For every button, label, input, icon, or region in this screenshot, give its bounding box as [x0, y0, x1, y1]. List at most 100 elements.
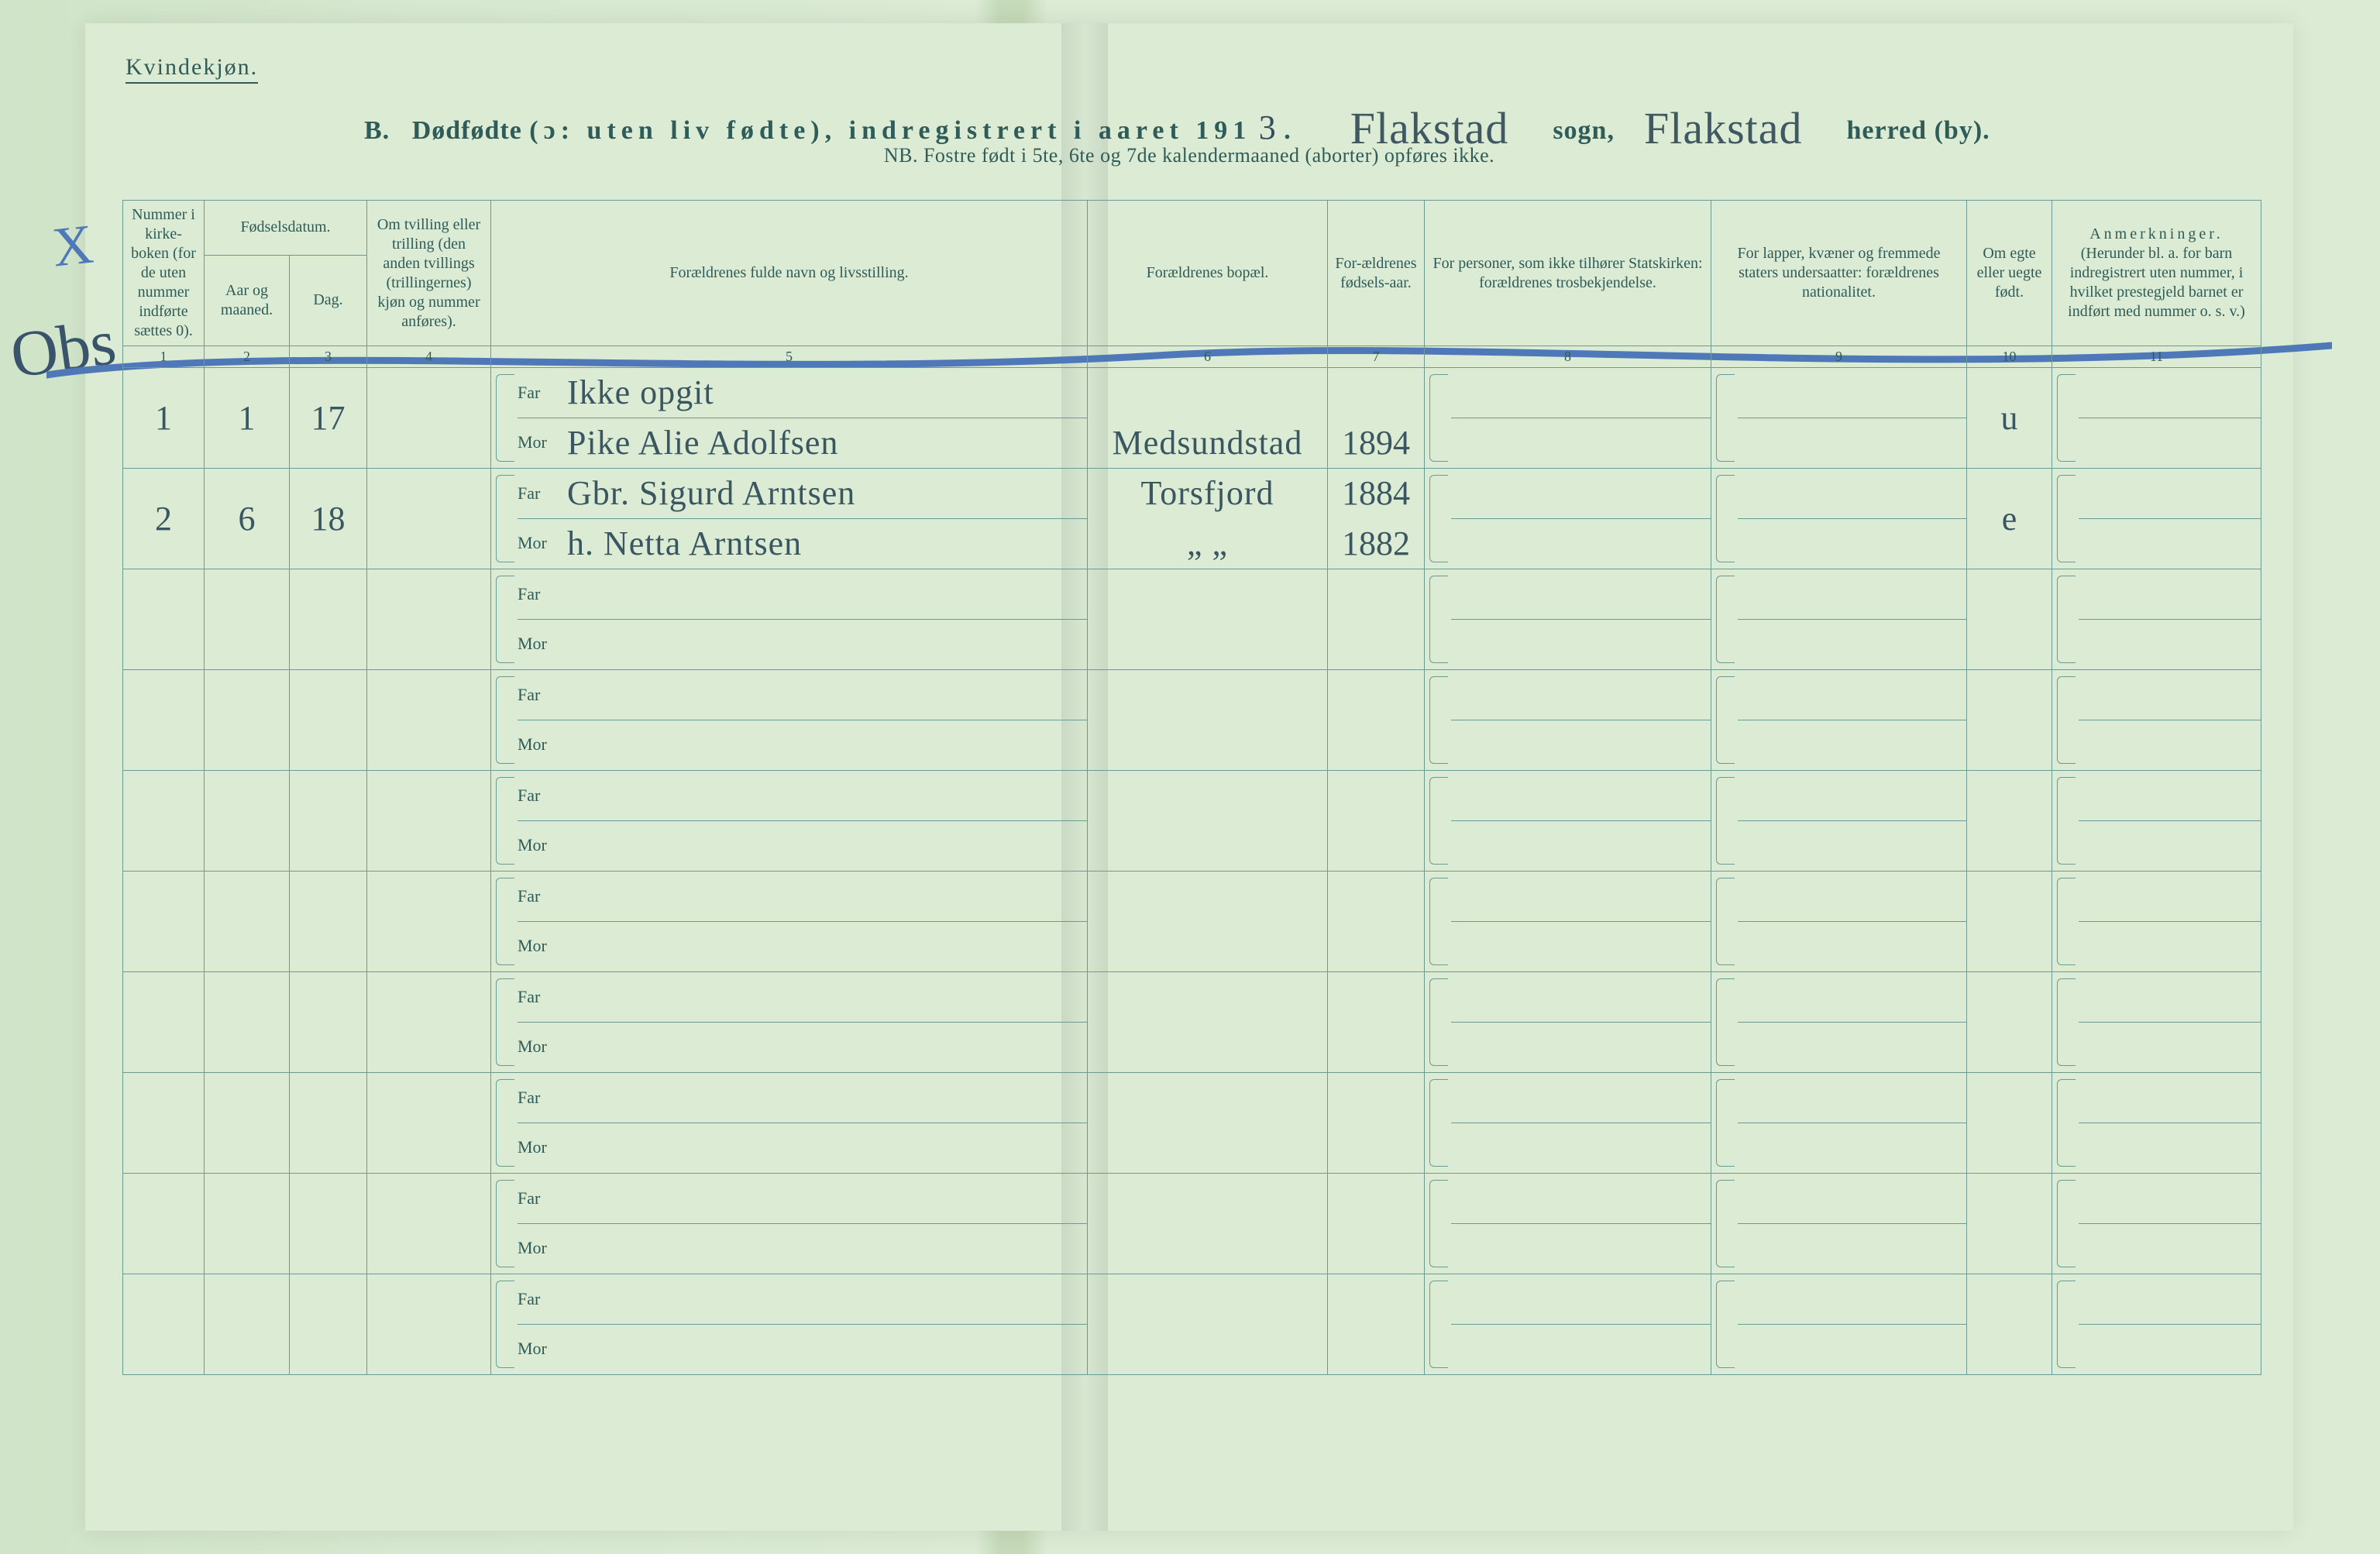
- cell: 1: [205, 367, 290, 468]
- cell: [1088, 1072, 1328, 1173]
- cell: Medsundstad: [1088, 367, 1328, 468]
- bracket-icon: [1429, 475, 1448, 562]
- cell: [290, 569, 367, 669]
- bracket-icon: [2057, 374, 2076, 462]
- col-header: Dag.: [290, 255, 367, 346]
- bracket-icon: [1716, 576, 1735, 663]
- col-header: For personer, som ikke tilhører Statskir…: [1425, 201, 1711, 346]
- col-num: 11: [2052, 346, 2261, 368]
- cell: [367, 367, 491, 468]
- col-header: Fødselsdatum.: [205, 201, 367, 256]
- bracket-icon: [496, 878, 514, 965]
- bracket-icon: [1429, 978, 1448, 1066]
- divider: [2079, 1223, 2261, 1224]
- table-row: 2618FarGbr. Sigurd ArntsenMorh. Netta Ar…: [123, 468, 2261, 569]
- table-row: 1117FarIkke opgitMorPike Alie AdolfsenMe…: [123, 367, 2261, 468]
- col-header: Om egte eller uegte født.: [1967, 201, 2052, 346]
- bracket-icon: [1716, 374, 1735, 462]
- ledger-page: Kvindekjøn. B. Dødfødte (ɔ: uten liv fød…: [85, 23, 2293, 1531]
- cell: [1711, 1173, 1967, 1274]
- cell: [2052, 468, 2261, 569]
- nb-note: NB. Fostre født i 5te, 6te og 7de kalend…: [85, 144, 2293, 167]
- divider: [1738, 820, 1966, 821]
- far-label: Far: [518, 383, 567, 403]
- bracket-icon: [1716, 1180, 1735, 1267]
- far-label: Far: [518, 685, 567, 705]
- cell: [1328, 1072, 1425, 1173]
- cell: [367, 770, 491, 871]
- cell: [205, 770, 290, 871]
- cell: [290, 1173, 367, 1274]
- cell-value: 1: [123, 398, 204, 438]
- col-num: 1: [123, 346, 205, 368]
- cell: [1967, 1274, 2052, 1374]
- parents-cell: Far Mor: [491, 871, 1088, 971]
- bracket-icon: [1716, 878, 1735, 965]
- cell: [123, 1072, 205, 1173]
- mor-label: Mor: [518, 936, 567, 956]
- cell: [1425, 569, 1711, 669]
- bracket-icon: [1716, 1281, 1735, 1368]
- col-num: 9: [1711, 346, 1967, 368]
- far-label: Far: [518, 987, 567, 1007]
- cell: [123, 971, 205, 1072]
- cell: [1328, 770, 1425, 871]
- bracket-icon: [1716, 676, 1735, 764]
- col-num: 5: [491, 346, 1088, 368]
- parents-cell: FarMor: [491, 1072, 1088, 1173]
- register-table: Nummer i kirke-boken (for de uten nummer…: [122, 200, 2261, 1375]
- cell: 2: [123, 468, 205, 569]
- cell: [2052, 669, 2261, 770]
- cell: [205, 569, 290, 669]
- cell: [205, 669, 290, 770]
- cell: [1328, 971, 1425, 1072]
- cell-value: u: [1967, 398, 2052, 438]
- bracket-icon: [496, 1079, 514, 1167]
- cell: 17: [290, 367, 367, 468]
- cell: [1088, 569, 1328, 669]
- margin-mark-obs: Obs: [6, 304, 121, 394]
- cell: [2052, 1274, 2261, 1374]
- cell: [1711, 770, 1967, 871]
- far-label: Far: [518, 1289, 567, 1309]
- cell-value: 1894: [1342, 423, 1410, 462]
- cell: 6: [205, 468, 290, 569]
- parents-cell: FarMor: [491, 770, 1088, 871]
- bracket-icon: [496, 1180, 514, 1267]
- cell: [205, 971, 290, 1072]
- title-dot: .: [1284, 116, 1291, 145]
- table-row: Far Mor: [123, 871, 2261, 971]
- far-label: Far: [518, 483, 567, 504]
- col-header: Forældrenes fulde navn og livsstilling.: [491, 201, 1088, 346]
- parents-cell: FarMor: [491, 1173, 1088, 1274]
- cell: [1711, 669, 1967, 770]
- cell: [1328, 569, 1425, 669]
- divider: [1738, 518, 1966, 519]
- parents-cell: FarMor: [491, 569, 1088, 669]
- divider: [1738, 619, 1966, 620]
- divider: [1451, 518, 1711, 519]
- cell: [1088, 770, 1328, 871]
- cell: 18841882: [1328, 468, 1425, 569]
- cell: 18: [290, 468, 367, 569]
- mor-label: Mor: [518, 1339, 567, 1359]
- cell: [123, 669, 205, 770]
- herred-label: herred (by).: [1847, 116, 1990, 145]
- handwritten-year: 3: [1259, 108, 1277, 146]
- cell: [1425, 669, 1711, 770]
- table-row: FarMor: [123, 1072, 2261, 1173]
- table-body: 1117FarIkke opgitMorPike Alie AdolfsenMe…: [123, 367, 2261, 1374]
- mor-value: h. Netta Arntsen: [567, 524, 802, 563]
- cell: [123, 1173, 205, 1274]
- bracket-icon: [1429, 1281, 1448, 1368]
- col-num: 8: [1425, 346, 1711, 368]
- cell: [1425, 1274, 1711, 1374]
- mor-value: Pike Alie Adolfsen: [567, 423, 838, 462]
- cell: [367, 871, 491, 971]
- title-main: Dødfødte: [412, 116, 522, 145]
- cell: [1088, 1173, 1328, 1274]
- far-label: Far: [518, 886, 567, 906]
- cell-value: 2: [123, 499, 204, 538]
- table-row: FarMor: [123, 1173, 2261, 1274]
- divider: [1738, 1022, 1966, 1023]
